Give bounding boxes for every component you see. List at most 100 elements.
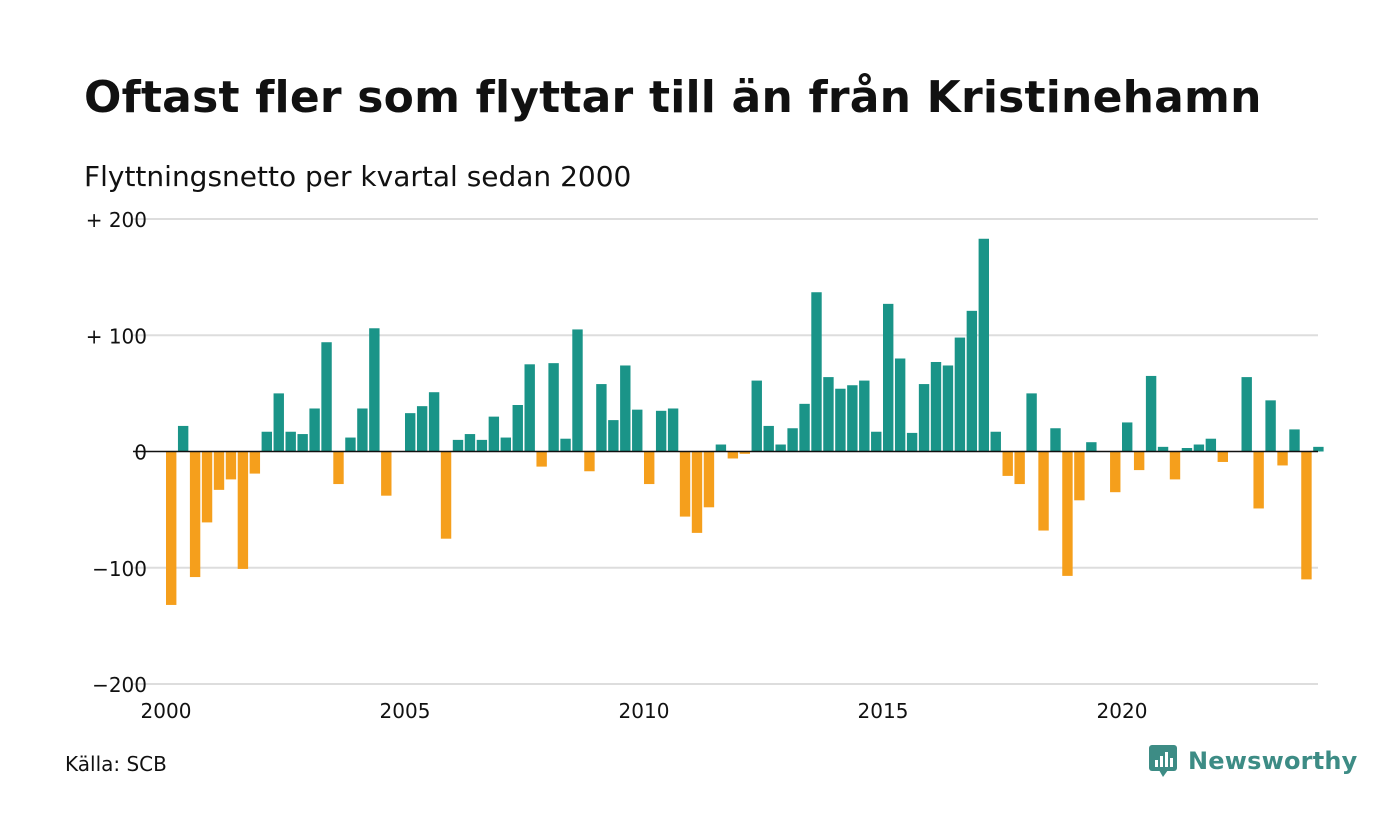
bar <box>1157 446 1169 452</box>
bar <box>1145 375 1157 452</box>
bar <box>655 410 667 452</box>
bar <box>871 431 882 452</box>
bar <box>405 413 416 452</box>
bar <box>1038 451 1049 531</box>
bar <box>166 451 177 605</box>
bar <box>978 238 989 452</box>
x-tick-label: 2020 <box>1097 699 1148 723</box>
bar <box>859 380 870 452</box>
bar <box>1062 451 1073 576</box>
bar <box>1217 451 1228 462</box>
bar <box>285 431 296 452</box>
chart-subtitle: Flyttningsnetto per kvartal sedan 2000 <box>84 160 632 193</box>
bar <box>990 431 1001 452</box>
bar <box>1253 451 1264 509</box>
bar <box>428 392 440 452</box>
bar <box>500 437 511 452</box>
bar <box>1050 428 1061 452</box>
bar <box>548 363 559 452</box>
bar <box>1110 451 1121 493</box>
brand-name: Newsworthy <box>1188 747 1358 775</box>
y-tick-label: −100 <box>92 557 147 581</box>
bar <box>1289 429 1300 452</box>
bar <box>309 408 320 452</box>
bar <box>237 451 249 569</box>
bar <box>966 310 978 452</box>
x-tick-label: 2005 <box>380 699 431 723</box>
bar <box>297 434 308 452</box>
brand-logo: Newsworthy <box>1148 744 1358 778</box>
bar <box>751 380 762 452</box>
bar <box>667 408 679 452</box>
bar <box>787 428 798 452</box>
bar <box>440 451 452 539</box>
source-note: Källa: SCB <box>65 752 167 776</box>
bar <box>596 384 607 452</box>
bar <box>632 409 643 452</box>
bar <box>1122 422 1133 452</box>
bar <box>763 425 774 452</box>
bar <box>177 425 189 452</box>
bar <box>381 451 392 496</box>
bar <box>1169 451 1181 480</box>
chart-title: Oftast fler som flyttar till än från Kri… <box>84 72 1262 123</box>
bar <box>584 451 595 472</box>
bar <box>225 451 237 480</box>
bar <box>357 408 368 452</box>
y-tick-label: + 100 <box>86 324 147 348</box>
bar <box>512 405 523 452</box>
y-tick-label: + 200 <box>86 208 147 232</box>
bar <box>1086 442 1097 452</box>
bar <box>823 377 834 452</box>
y-tick-label: 0 <box>134 441 147 465</box>
bar <box>333 451 344 485</box>
bar <box>811 292 822 452</box>
bar <box>644 451 655 485</box>
bar <box>249 451 261 474</box>
bar <box>608 420 619 452</box>
bar <box>835 388 846 452</box>
bar <box>1205 438 1217 452</box>
bar <box>775 444 786 452</box>
bar <box>464 434 476 452</box>
bar <box>1277 451 1288 466</box>
bar <box>703 451 715 508</box>
bar <box>261 431 272 452</box>
bar <box>930 361 942 452</box>
bar <box>894 358 906 452</box>
bar <box>345 437 356 452</box>
bar <box>536 451 547 467</box>
bar <box>918 384 930 452</box>
bar <box>1002 451 1013 476</box>
bar <box>727 451 739 459</box>
bar <box>883 303 894 452</box>
bar <box>1241 377 1252 452</box>
bar <box>906 432 918 452</box>
x-tick-label: 2010 <box>619 699 670 723</box>
bar <box>189 451 201 578</box>
bar <box>1301 451 1312 580</box>
bar <box>452 439 464 452</box>
bar <box>1014 451 1025 485</box>
bar <box>1133 451 1145 471</box>
bar <box>679 451 691 517</box>
bar <box>273 393 284 452</box>
bar <box>715 444 727 452</box>
bar <box>476 439 488 452</box>
bar <box>942 365 954 452</box>
bar <box>201 451 213 523</box>
bar <box>1193 444 1205 452</box>
bar <box>1313 446 1324 452</box>
x-tick-label: 2000 <box>141 699 192 723</box>
y-tick-label: −200 <box>92 673 147 697</box>
newsworthy-logo-icon <box>1149 745 1177 777</box>
bar <box>213 451 225 490</box>
bar <box>847 385 858 452</box>
bar <box>321 342 332 452</box>
bar <box>524 364 535 452</box>
bar <box>572 329 583 452</box>
bar <box>369 328 380 452</box>
bar <box>739 451 750 454</box>
bar <box>691 451 703 533</box>
x-tick-label: 2015 <box>858 699 909 723</box>
